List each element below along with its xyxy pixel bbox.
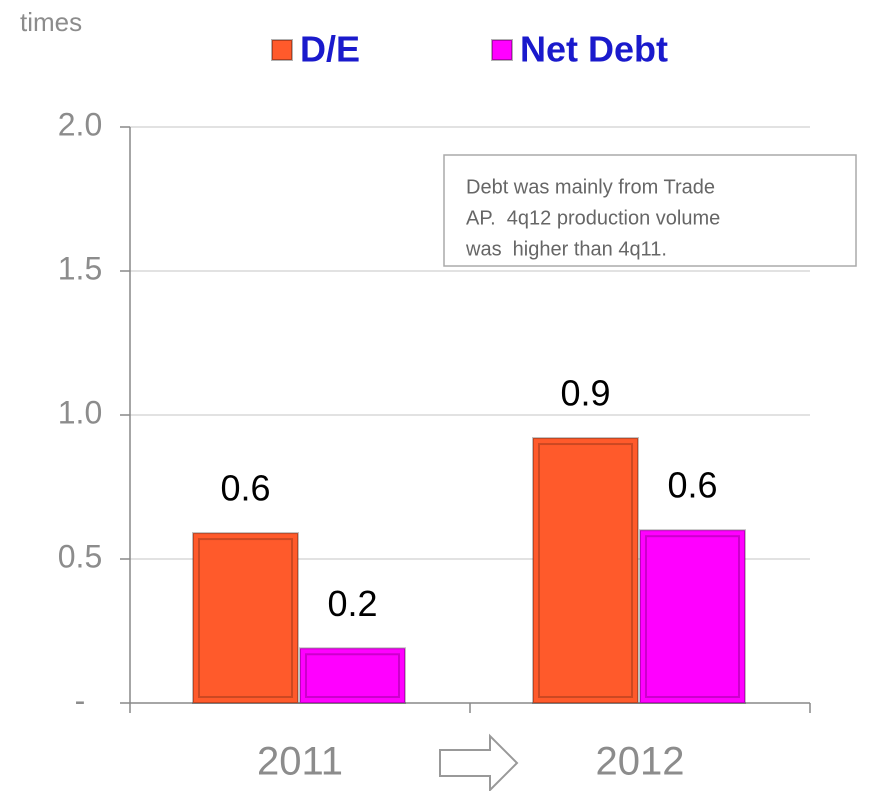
- annotation-line: AP. 4q12 production volume: [466, 207, 720, 229]
- bar-bevel: [538, 443, 633, 699]
- bar-bevel: [198, 538, 293, 699]
- annotation-line: was higher than 4q11.: [465, 238, 667, 260]
- y-tick-label: 1.5: [58, 250, 102, 286]
- value-label: 0.6: [220, 468, 270, 509]
- bar-bevel: [305, 653, 400, 699]
- arrow: [439, 733, 519, 791]
- x-tick-label: 2012: [596, 740, 685, 784]
- value-label: 0.6: [667, 465, 717, 506]
- bar: [532, 437, 639, 704]
- bar: [299, 647, 406, 705]
- y-tick-label: 1.0: [58, 394, 102, 430]
- legend-swatch: [491, 39, 513, 61]
- x-tick-label: 2011: [257, 740, 343, 784]
- bar: [192, 532, 299, 705]
- annotation-line: Debt was mainly from Trade: [466, 176, 715, 198]
- bar: [639, 529, 746, 705]
- y-tick-label: 2.0: [58, 106, 102, 142]
- y-tick-label: -: [75, 682, 86, 718]
- y-axis-label: times: [20, 7, 82, 37]
- value-label: 0.9: [560, 373, 610, 414]
- y-tick-label: 0.5: [58, 538, 102, 574]
- annotation-box: [443, 154, 857, 267]
- bar-bevel: [645, 535, 740, 699]
- legend-label: D/E: [300, 29, 360, 70]
- value-label: 0.2: [327, 583, 377, 624]
- legend-label: Net Debt: [520, 29, 668, 70]
- legend-swatch: [271, 39, 293, 61]
